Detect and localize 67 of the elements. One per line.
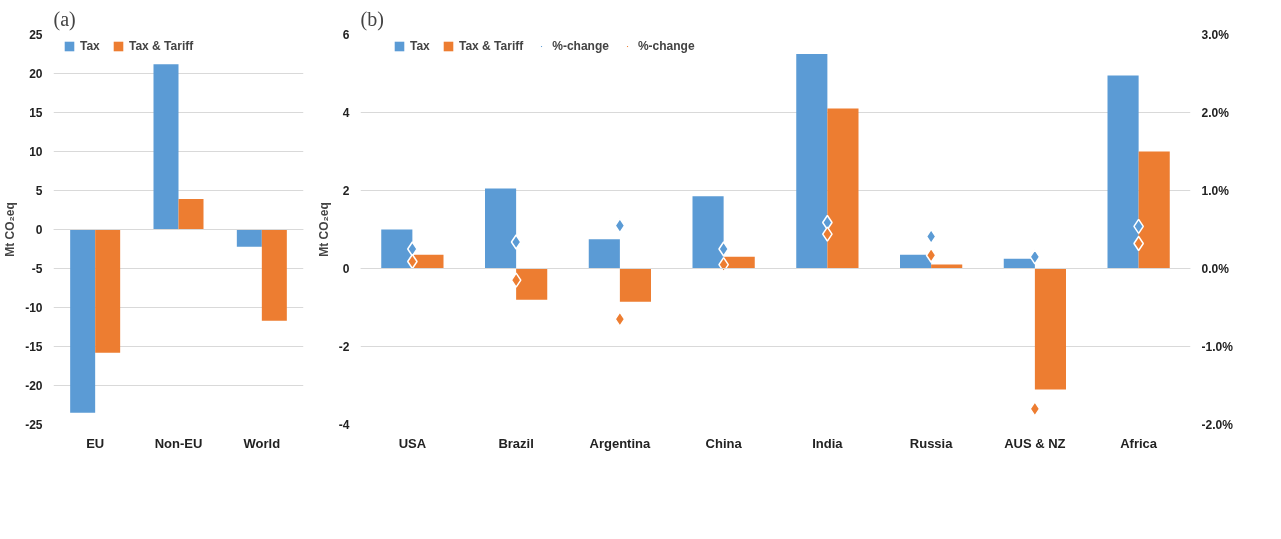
x-tick-label: Argentina — [589, 435, 651, 451]
point — [1133, 235, 1145, 252]
point — [718, 256, 730, 273]
y-tick-label: -10 — [25, 301, 43, 315]
y-tick-label: 15 — [29, 106, 43, 120]
chart-title: (a) — [53, 7, 76, 31]
y-tick-label: 5 — [35, 184, 43, 198]
y2-tick-label: -2.0% — [1201, 417, 1234, 432]
y-tick-label: -5 — [31, 262, 43, 276]
x-tick-label: Brazil — [498, 435, 534, 451]
y2-tick-label: -1.0% — [1201, 339, 1234, 354]
x-tick-label: Russia — [909, 435, 954, 451]
point — [614, 217, 626, 234]
y-tick-label: 2 — [342, 184, 350, 198]
y-axis-title: Mt CO₂eq — [316, 202, 331, 257]
bar — [261, 229, 287, 321]
bar — [95, 229, 121, 353]
legend-label: %-change — [552, 39, 609, 53]
chart-title: (b) — [360, 7, 384, 31]
point — [614, 311, 626, 327]
bar — [588, 239, 620, 269]
x-tick-label: EU — [86, 435, 105, 451]
y-tick-label: 0 — [342, 262, 350, 276]
y-tick-label: -20 — [25, 379, 43, 393]
y-tick-label: -4 — [338, 418, 350, 432]
legend-label: Tax & Tariff — [129, 39, 194, 53]
y-tick-label: -2 — [338, 340, 350, 354]
y-tick-label: -15 — [25, 340, 43, 354]
point — [1133, 218, 1145, 235]
point — [406, 241, 418, 257]
y2-tick-label: 1.0% — [1201, 183, 1230, 198]
bar — [485, 188, 517, 269]
y-tick-label: 25 — [29, 28, 43, 42]
y-axis-title: Mt CO₂eq — [3, 202, 18, 257]
point — [406, 253, 418, 270]
y2-tick-label: 2.0% — [1201, 105, 1230, 120]
bar — [70, 229, 96, 413]
x-tick-label: AUS & NZ — [1004, 435, 1066, 451]
point — [1029, 401, 1041, 417]
bar — [153, 64, 179, 230]
legend-label: Tax — [410, 39, 430, 53]
bar — [178, 199, 204, 230]
bar — [1034, 268, 1066, 390]
legend-label: %-change — [637, 39, 695, 53]
point — [510, 272, 522, 288]
point — [821, 214, 833, 231]
y-tick-label: -25 — [25, 418, 43, 432]
y-tick-label: 10 — [29, 145, 43, 159]
x-tick-label: World — [243, 435, 281, 451]
bar — [236, 229, 262, 247]
x-tick-label: China — [705, 435, 743, 451]
point — [821, 226, 833, 242]
legend-label: Tax — [80, 39, 100, 53]
point — [718, 241, 730, 257]
legend-label: Tax & Tariff — [459, 39, 524, 53]
y2-tick-label: 3.0% — [1201, 27, 1230, 42]
y2-tick-label: 0.0% — [1201, 261, 1230, 276]
x-tick-label: India — [812, 435, 844, 451]
y-tick-label: 20 — [29, 67, 43, 81]
bar — [619, 268, 651, 302]
y-tick-label: 6 — [342, 28, 350, 42]
x-tick-label: Africa — [1120, 435, 1158, 451]
y-tick-label: 4 — [342, 106, 350, 120]
x-tick-label: Non-EU — [154, 435, 203, 451]
y-tick-label: 0 — [35, 223, 43, 237]
point — [510, 234, 522, 250]
x-tick-label: USA — [398, 435, 427, 451]
